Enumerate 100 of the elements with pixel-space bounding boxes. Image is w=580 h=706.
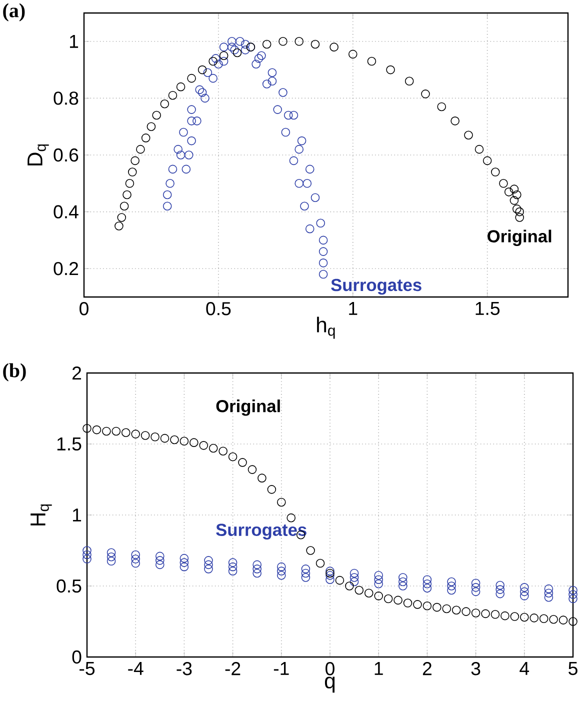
point	[281, 128, 290, 137]
point	[318, 236, 328, 245]
y-tick-label: 1	[72, 508, 82, 522]
x-tick-label: -1	[274, 662, 289, 675]
point	[437, 102, 446, 112]
point	[195, 85, 204, 94]
point	[568, 617, 578, 626]
point	[120, 202, 129, 211]
point	[168, 164, 178, 174]
point	[318, 247, 328, 256]
point	[354, 586, 364, 595]
point	[348, 50, 358, 59]
point	[520, 612, 529, 622]
x-tick-label: 5	[568, 662, 578, 676]
point	[219, 42, 228, 52]
x-tick-label: 1	[349, 302, 358, 315]
point	[289, 156, 298, 166]
chart-title: (a)	[3, 3, 25, 22]
point	[510, 196, 519, 205]
point	[297, 136, 306, 146]
point	[160, 434, 170, 443]
point	[187, 116, 196, 126]
point	[131, 430, 140, 438]
point	[267, 485, 276, 494]
point	[276, 498, 286, 507]
point	[330, 42, 338, 52]
point	[302, 178, 312, 188]
point	[208, 444, 218, 453]
series-label: Original	[216, 400, 280, 416]
point	[141, 134, 150, 142]
point	[150, 432, 160, 442]
point	[166, 178, 174, 188]
point	[558, 616, 568, 624]
point	[384, 594, 393, 604]
point	[442, 604, 452, 614]
point	[539, 614, 548, 624]
point	[462, 607, 470, 616]
point	[374, 592, 383, 600]
x-tick-label: -2	[225, 662, 240, 676]
y-tick-label: 1	[70, 34, 78, 48]
point	[452, 606, 461, 615]
point	[240, 40, 250, 49]
y-tick-label: 0.8	[54, 92, 78, 105]
point	[190, 438, 198, 447]
point	[278, 88, 288, 97]
point	[515, 213, 524, 222]
point	[386, 65, 395, 74]
point	[211, 54, 220, 63]
point	[170, 435, 179, 444]
point	[180, 436, 189, 446]
point	[121, 428, 130, 438]
point	[214, 60, 223, 69]
point	[176, 82, 186, 92]
point	[203, 68, 212, 78]
point	[294, 178, 304, 188]
y-axis-title: D$_{q}$	[28, 144, 49, 166]
point	[345, 582, 354, 590]
point	[187, 136, 196, 146]
point	[198, 88, 207, 97]
point	[248, 465, 257, 474]
point	[284, 110, 293, 120]
x-axis-title: h$_{q}$	[317, 316, 335, 339]
point	[515, 207, 524, 216]
point	[208, 56, 218, 66]
point	[82, 424, 92, 433]
point	[176, 150, 186, 160]
y-tick-label: 0	[72, 650, 82, 664]
point	[114, 222, 124, 230]
chart-title: (b)	[3, 363, 26, 382]
point	[510, 184, 519, 194]
point	[187, 74, 196, 83]
point	[310, 40, 320, 49]
point	[364, 588, 374, 598]
point	[262, 40, 272, 49]
x-tick-label: 3	[471, 662, 480, 676]
point	[316, 218, 326, 228]
point	[198, 65, 207, 74]
point	[481, 609, 490, 618]
series-label: Surrogates	[331, 278, 422, 295]
series-label: Original	[488, 230, 552, 246]
point	[257, 51, 266, 60]
point	[262, 80, 272, 88]
point	[504, 188, 514, 196]
point	[530, 614, 539, 622]
x-tick-label: -3	[176, 662, 192, 676]
point	[464, 130, 473, 140]
point	[174, 144, 183, 154]
point	[199, 441, 208, 450]
y-tick-label: 0.4	[54, 205, 78, 218]
point	[192, 116, 202, 126]
point	[549, 614, 558, 624]
point	[238, 458, 247, 467]
point	[258, 474, 266, 482]
point	[182, 164, 191, 174]
y-tick-label: 0.5	[56, 579, 82, 593]
point	[512, 190, 522, 200]
point	[510, 612, 520, 621]
point	[168, 90, 178, 100]
point	[218, 446, 228, 456]
point	[160, 99, 170, 108]
